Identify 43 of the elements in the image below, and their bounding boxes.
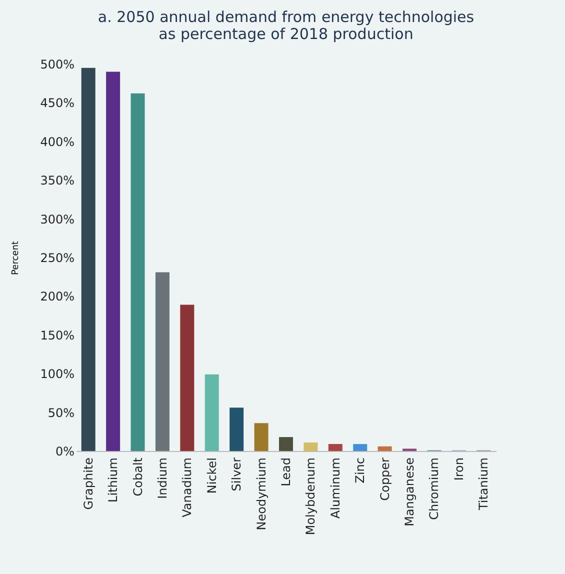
x-tick-label: Copper — [378, 457, 392, 501]
x-tick-label: Chromium — [427, 458, 442, 520]
y-tick-label: 250% — [40, 251, 74, 265]
bar — [204, 374, 219, 451]
bar — [106, 72, 120, 451]
bar — [180, 304, 194, 451]
x-tick-label: Molybdenum — [304, 458, 318, 536]
bar — [155, 272, 170, 451]
y-tick-label: 100% — [40, 367, 74, 382]
bar — [378, 446, 392, 451]
bar — [353, 444, 368, 451]
bar — [130, 93, 145, 451]
x-tick-label: Indium — [155, 458, 170, 499]
y-tick-label: 0% — [55, 444, 74, 458]
x-tick-label: Zinc — [353, 458, 368, 484]
x-tick-label: Silver — [230, 457, 244, 492]
y-tick-label: 450% — [40, 96, 74, 110]
bar — [254, 423, 268, 451]
x-tick-label: Vanadium — [180, 458, 194, 518]
chart-title: a. 2050 annual demand from energy technologies as percentage of 2018 production — [98, 8, 474, 43]
y-tick-label: 300% — [40, 212, 74, 226]
x-tick-label: Iron — [452, 458, 466, 481]
x-tick-label: Manganese — [402, 458, 417, 526]
bar — [279, 437, 293, 451]
x-tick-label: Cobalt — [130, 457, 145, 496]
bar — [304, 442, 318, 451]
y-axis-title: Percent — [11, 240, 22, 275]
x-tick-label: Lithium — [106, 458, 120, 502]
x-tick-label: Titanium — [476, 458, 491, 512]
bar — [328, 444, 342, 451]
x-tick-label: Lead — [279, 458, 293, 486]
bar — [81, 68, 96, 451]
x-tick-label: Aluminum — [328, 458, 342, 519]
x-tick-label: Neodymium — [254, 458, 268, 530]
y-tick-label: 400% — [40, 134, 74, 149]
y-tick-label: 200% — [40, 290, 74, 304]
x-tick-label: Nickel — [204, 458, 219, 494]
y-tick-label: 500% — [40, 58, 74, 72]
x-tick-label: Graphite — [81, 458, 96, 510]
y-tick-label: 50% — [48, 406, 74, 420]
y-tick-label: 350% — [40, 174, 74, 188]
y-tick-label: 150% — [40, 328, 74, 342]
bar — [230, 408, 244, 451]
